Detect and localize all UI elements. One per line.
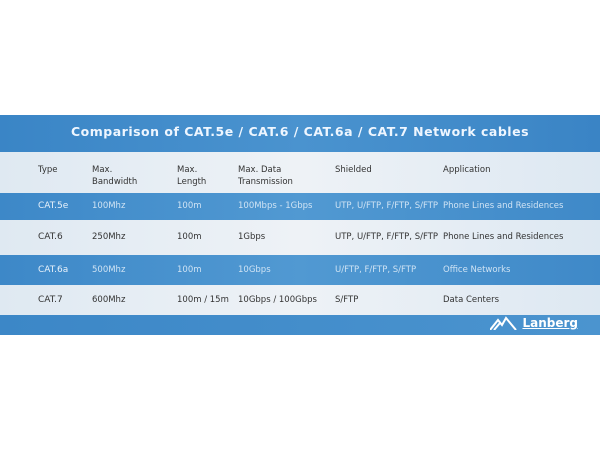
cell-shielded: UTP, U/FTP, F/FTP, S/FTP: [335, 232, 439, 242]
cell-shielded: UTP, U/FTP, F/FTP, S/FTP: [335, 201, 439, 211]
table-row: CAT.6a 500Mhz 100m 10Gbps U/FTP, F/FTP, …: [0, 255, 600, 285]
cell-bandwidth: 100Mhz: [92, 201, 126, 211]
header-shielded: Shielded: [335, 165, 372, 175]
cell-application: Office Networks: [443, 265, 511, 275]
cell-type: CAT.5e: [38, 201, 69, 211]
cell-length: 100m / 15m: [177, 295, 229, 305]
mountain-icon: [490, 316, 518, 330]
table-row: CAT.7 600Mhz 100m / 15m 10Gbps / 100Gbps…: [0, 285, 600, 315]
cell-application: Phone Lines and Residences: [443, 201, 564, 211]
cell-bandwidth: 500Mhz: [92, 265, 126, 275]
cell-application: Phone Lines and Residences: [443, 232, 564, 242]
logo-text: Lanberg: [522, 316, 578, 330]
table-row: CAT.5e 100Mhz 100m 100Mbps - 1Gbps UTP, …: [0, 193, 600, 220]
header-row: Type Max. Bandwidth Max. Length Max. Dat…: [0, 152, 600, 193]
lanberg-logo: Lanberg: [490, 316, 578, 330]
cell-shielded: S/FTP: [335, 295, 359, 305]
table-title: Comparison of CAT.5e / CAT.6 / CAT.6a / …: [0, 115, 600, 152]
cell-length: 100m: [177, 201, 202, 211]
header-type: Type: [38, 165, 58, 175]
cell-shielded: U/FTP, F/FTP, S/FTP: [335, 265, 417, 275]
cell-type: CAT.7: [38, 295, 63, 305]
cell-type: CAT.6: [38, 232, 63, 242]
cell-transmission: 10Gbps / 100Gbps: [238, 295, 317, 305]
header-length: Max. Length: [177, 165, 207, 187]
cell-length: 100m: [177, 232, 202, 242]
cell-length: 100m: [177, 265, 202, 275]
cell-application: Data Centers: [443, 295, 500, 305]
cell-type: CAT.6a: [38, 265, 69, 275]
cell-bandwidth: 250Mhz: [92, 232, 126, 242]
header-bandwidth: Max. Bandwidth: [92, 165, 138, 187]
cell-transmission: 1Gbps: [238, 232, 266, 242]
cell-bandwidth: 600Mhz: [92, 295, 126, 305]
footer-band: Lanberg: [0, 315, 600, 335]
header-application: Application: [443, 165, 491, 175]
table-row: CAT.6 250Mhz 100m 1Gbps UTP, U/FTP, F/FT…: [0, 220, 600, 255]
comparison-table: Comparison of CAT.5e / CAT.6 / CAT.6a / …: [0, 115, 600, 335]
cell-transmission: 10Gbps: [238, 265, 271, 275]
cell-transmission: 100Mbps - 1Gbps: [238, 201, 313, 211]
header-transmission: Max. Data Transmission: [238, 165, 293, 187]
